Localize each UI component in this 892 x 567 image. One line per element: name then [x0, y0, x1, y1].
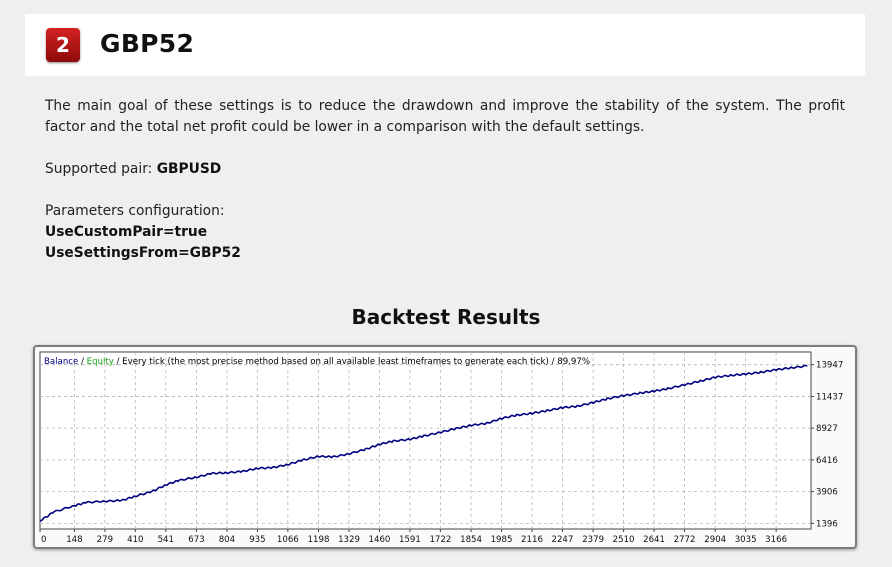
backtest-results-heading: Backtest Results [351, 305, 541, 329]
x-tick-label: 1854 [460, 535, 482, 545]
y-tick-label: 13947 [816, 361, 843, 371]
y-tick-label: 3906 [816, 488, 838, 498]
x-tick-label: 1460 [369, 535, 391, 545]
page-title: GBP52 [100, 29, 195, 58]
x-tick-label: 541 [158, 535, 174, 545]
x-tick-label: 935 [249, 535, 265, 545]
x-tick-label: 1591 [399, 535, 421, 545]
supported-pair-line: Supported pair: GBPUSD [45, 159, 845, 180]
parameter-line: UseCustomPair=true [45, 224, 208, 240]
y-tick-label: 11437 [816, 392, 843, 402]
x-tick-label: 2510 [613, 535, 635, 545]
y-tick-label: 6416 [816, 456, 838, 466]
x-tick-label: 3035 [735, 535, 757, 545]
x-tick-label: 1985 [491, 535, 513, 545]
x-tick-label: 804 [219, 535, 235, 545]
supported-pair-value: GBPUSD [156, 161, 222, 177]
x-tick-label: 0 [41, 535, 46, 545]
plot-area [39, 351, 812, 530]
x-tick-label: 2772 [674, 535, 696, 545]
x-tick-label: 1329 [338, 535, 360, 545]
parameter-line: UseSettingsFrom=GBP52 [45, 245, 241, 261]
x-tick-label: 1198 [308, 535, 330, 545]
x-tick-label: 279 [97, 535, 113, 545]
x-tick-label: 2247 [552, 535, 574, 545]
legend-equity: Equity [87, 357, 114, 367]
x-tick-label: 2116 [521, 535, 543, 545]
x-tick-label: 2379 [582, 535, 604, 545]
legend-details: / Every tick (the most precise method ba… [114, 357, 590, 367]
x-tick-label: 410 [127, 535, 143, 545]
x-tick-label: 1066 [277, 535, 299, 545]
y-tick-label: 8927 [816, 424, 838, 434]
backtest-chart-svg: 0 148 279 410 541 673 804 935 1066 1198 1329 1460 15… [39, 351, 843, 545]
x-tick-label: 2641 [643, 535, 665, 545]
x-tick-label: 1722 [429, 535, 451, 545]
backtest-chart: 0 148 279 410 541 673 804 935 1066 1198 1329 1460 15… [33, 345, 857, 549]
page-header: 2 GBP52 [25, 14, 865, 76]
x-tick-label: 3166 [765, 535, 787, 545]
supported-pair-label: Supported pair: [45, 161, 153, 177]
intro-text: The main goal of these settings is to re… [45, 98, 845, 135]
y-tick-label: 1396 [816, 519, 838, 529]
number-badge: 2 [46, 28, 80, 62]
legend-separator: / [78, 357, 86, 367]
parameters-label: Parameters configuration: [45, 203, 225, 219]
x-tick-label: 673 [188, 535, 204, 545]
balance-series-line [39, 364, 808, 522]
chart-legend: Balance / Equity / Every tick (the most … [44, 357, 590, 367]
legend-balance: Balance [44, 357, 78, 367]
x-tick-label: 2904 [704, 535, 726, 545]
description-block: The main goal of these settings is to re… [45, 96, 845, 264]
x-tick-label: 148 [66, 535, 82, 545]
